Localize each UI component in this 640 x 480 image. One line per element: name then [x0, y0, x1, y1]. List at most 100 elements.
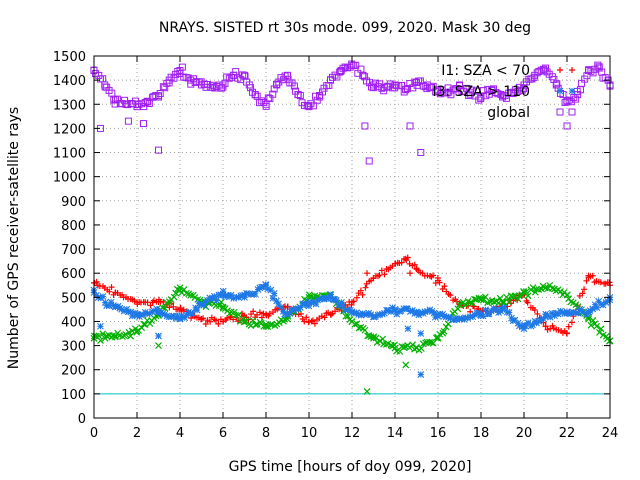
- legend: I1: SZA < 70 I3: SZA > 110 global: [432, 63, 576, 121]
- data-point: [537, 316, 544, 324]
- data-point: [198, 301, 205, 308]
- data-point: [170, 293, 178, 301]
- series-star: [90, 281, 614, 378]
- data-point: [263, 311, 269, 318]
- data-point: [305, 103, 313, 111]
- data-point: [165, 76, 173, 84]
- data-point: [599, 74, 607, 82]
- data-point: [413, 308, 420, 316]
- data-point: [324, 295, 332, 302]
- data-point: [133, 327, 141, 335]
- data-point: [112, 303, 119, 311]
- x-tick-label: 14: [387, 426, 404, 441]
- data-point: [237, 292, 245, 300]
- data-point: [144, 98, 152, 106]
- data-point: [565, 323, 572, 330]
- data-point: [502, 94, 510, 102]
- data-point: [563, 308, 571, 316]
- data-point: [256, 309, 263, 316]
- data-point: [256, 99, 264, 107]
- data-point: [320, 295, 328, 303]
- data-point: [585, 66, 592, 74]
- data-point: [273, 297, 280, 305]
- y-tick-label: 500: [61, 291, 86, 306]
- data-point: [122, 330, 130, 338]
- data-point: [542, 313, 549, 321]
- data-point: [156, 90, 164, 98]
- data-point: [471, 311, 479, 319]
- data-point: [103, 332, 111, 340]
- data-point: [105, 302, 113, 310]
- data-point: [316, 93, 324, 101]
- data-point: [532, 285, 540, 293]
- data-point: [505, 89, 513, 97]
- x-tick-label: 10: [301, 426, 318, 441]
- data-point: [101, 299, 109, 306]
- data-point: [112, 289, 119, 296]
- data-point: [327, 76, 334, 84]
- data-point: [456, 301, 463, 308]
- data-point: [563, 98, 571, 106]
- data-point: [198, 316, 205, 323]
- data-point: [542, 323, 549, 330]
- x-tick-label: 6: [219, 426, 227, 441]
- data-point: [107, 298, 115, 306]
- data-point: [332, 296, 340, 304]
- data-point: [337, 66, 345, 74]
- legend-label: global: [487, 105, 530, 121]
- data-point: [286, 309, 294, 317]
- data-point: [581, 286, 588, 293]
- data-point: [411, 261, 418, 268]
- chart-title: NRAYS. SISTED rt 30s mode. 099, 2020. Ma…: [159, 20, 531, 36]
- data-point: [111, 333, 119, 341]
- data-point: [398, 259, 405, 266]
- data-point: [542, 284, 549, 292]
- data-point: [544, 326, 551, 333]
- outlier-point: [404, 325, 412, 333]
- data-point: [485, 310, 493, 318]
- data-point: [339, 64, 347, 72]
- data-point: [110, 96, 118, 104]
- data-point: [312, 300, 320, 308]
- data-point: [482, 306, 489, 314]
- data-point: [127, 332, 134, 340]
- data-point: [514, 319, 522, 327]
- data-point: [505, 298, 513, 306]
- data-point: [332, 308, 339, 315]
- outlier-point: [407, 270, 414, 277]
- outlier-point: [363, 388, 371, 395]
- data-point: [101, 81, 109, 89]
- data-point: [509, 293, 517, 300]
- data-point: [112, 332, 119, 340]
- data-point: [219, 291, 227, 299]
- data-point: [327, 311, 334, 318]
- y-tick-label: 300: [61, 340, 86, 355]
- data-point: [264, 285, 272, 293]
- data-point: [227, 314, 234, 321]
- data-point: [108, 284, 115, 291]
- data-point: [569, 308, 577, 316]
- data-point: [444, 320, 452, 328]
- data-point: [572, 95, 580, 103]
- data-point: [597, 325, 605, 333]
- data-point: [479, 296, 487, 304]
- data-point: [574, 91, 582, 99]
- data-point: [311, 92, 319, 100]
- data-point: [161, 84, 169, 92]
- data-point: [367, 83, 375, 91]
- x-tick-label: 12: [344, 426, 361, 441]
- data-point: [511, 86, 519, 94]
- data-point: [161, 311, 169, 318]
- data-point: [123, 305, 131, 313]
- data-point: [593, 304, 601, 312]
- y-tick-label: 700: [61, 243, 86, 258]
- data-point: [553, 80, 561, 88]
- data-point: [167, 313, 175, 321]
- data-point: [529, 321, 536, 329]
- data-point: [163, 312, 171, 320]
- data-point: [193, 306, 201, 314]
- data-point: [213, 296, 220, 304]
- data-point: [595, 64, 603, 72]
- data-point: [172, 314, 180, 322]
- data-point: [552, 309, 560, 317]
